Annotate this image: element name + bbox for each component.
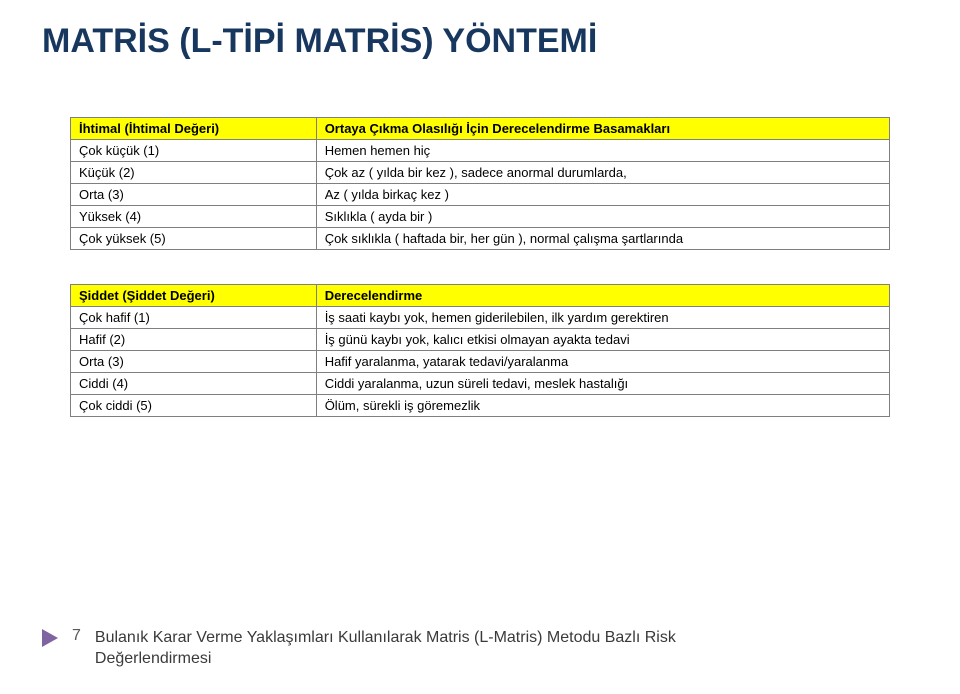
table-cell: Çok sıklıkla ( haftada bir, her gün ), n… — [316, 228, 889, 250]
table-cell: Çok ciddi (5) — [71, 395, 317, 417]
table-row: Hafif (2)İş günü kaybı yok, kalıcı etkis… — [71, 329, 890, 351]
table-cell: Çok küçük (1) — [71, 140, 317, 162]
table-row: Orta (3)Az ( yılda birkaç kez ) — [71, 184, 890, 206]
table-cell: Ciddi (4) — [71, 373, 317, 395]
probability-table: İhtimal (İhtimal Değeri) Ortaya Çıkma Ol… — [70, 117, 890, 250]
arrow-right-icon — [42, 629, 58, 647]
table-row: Çok ciddi (5)Ölüm, sürekli iş göremezlik — [71, 395, 890, 417]
table-cell: Orta (3) — [71, 351, 317, 373]
table-cell: Hafif yaralanma, yatarak tedavi/yaralanm… — [316, 351, 889, 373]
table-row: Yüksek (4)Sıklıkla ( ayda bir ) — [71, 206, 890, 228]
table-cell: Hafif (2) — [71, 329, 317, 351]
table-cell: İş günü kaybı yok, kalıcı etkisi olmayan… — [316, 329, 889, 351]
table-row: Çok küçük (1)Hemen hemen hiç — [71, 140, 890, 162]
table-header-cell: Derecelendirme — [316, 285, 889, 307]
table-cell: İş saati kaybı yok, hemen giderilebilen,… — [316, 307, 889, 329]
footer-line2: Değerlendirmesi — [95, 650, 212, 667]
table-cell: Çok hafif (1) — [71, 307, 317, 329]
slide-number: 7 — [72, 627, 81, 645]
footer: 7 Bulanık Karar Verme Yaklaşımları Kulla… — [42, 627, 918, 670]
table-cell: Ölüm, sürekli iş göremezlik — [316, 395, 889, 417]
page-title: MATRİS (L-TİPİ MATRİS) YÖNTEMİ — [0, 0, 960, 61]
table-row: Çok hafif (1)İş saati kaybı yok, hemen g… — [71, 307, 890, 329]
footer-line1: Bulanık Karar Verme Yaklaşımları Kullanı… — [95, 629, 676, 646]
table-cell: Sıklıkla ( ayda bir ) — [316, 206, 889, 228]
severity-table: Şiddet (Şiddet Değeri) Derecelendirme Ço… — [70, 284, 890, 417]
spacer — [70, 250, 890, 284]
table-header-row: İhtimal (İhtimal Değeri) Ortaya Çıkma Ol… — [71, 118, 890, 140]
footer-text: Bulanık Karar Verme Yaklaşımları Kullanı… — [95, 627, 676, 670]
table-cell: Çok yüksek (5) — [71, 228, 317, 250]
table-row: Orta (3)Hafif yaralanma, yatarak tedavi/… — [71, 351, 890, 373]
table-cell: Küçük (2) — [71, 162, 317, 184]
table-row: Küçük (2)Çok az ( yılda bir kez ), sadec… — [71, 162, 890, 184]
table-header-cell: Şiddet (Şiddet Değeri) — [71, 285, 317, 307]
table-cell: Ciddi yaralanma, uzun süreli tedavi, mes… — [316, 373, 889, 395]
table-row: Ciddi (4)Ciddi yaralanma, uzun süreli te… — [71, 373, 890, 395]
table-cell: Orta (3) — [71, 184, 317, 206]
table-row: Çok yüksek (5)Çok sıklıkla ( haftada bir… — [71, 228, 890, 250]
table-cell: Hemen hemen hiç — [316, 140, 889, 162]
content-area: İhtimal (İhtimal Değeri) Ortaya Çıkma Ol… — [0, 61, 960, 417]
table-cell: Yüksek (4) — [71, 206, 317, 228]
table-cell: Az ( yılda birkaç kez ) — [316, 184, 889, 206]
table-header-row: Şiddet (Şiddet Değeri) Derecelendirme — [71, 285, 890, 307]
table-header-cell: İhtimal (İhtimal Değeri) — [71, 118, 317, 140]
table-cell: Çok az ( yılda bir kez ), sadece anormal… — [316, 162, 889, 184]
table-header-cell: Ortaya Çıkma Olasılığı İçin Derecelendir… — [316, 118, 889, 140]
